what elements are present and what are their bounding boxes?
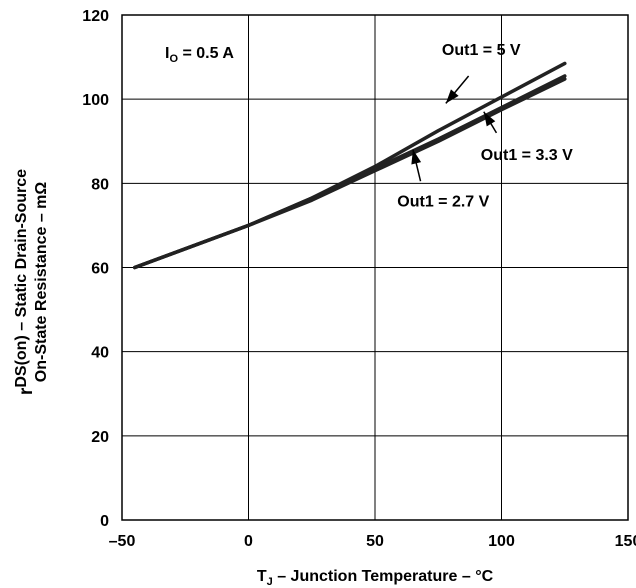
annotations: Out1 = 5 V Out1 = 3.3 V Out1 = 2.7 V: [397, 42, 573, 211]
y-axis-title: rDS(on) – Static Drain-Source On-State R…: [13, 169, 50, 395]
series-label-1: Out1 = 5 V: [442, 42, 521, 59]
y-tick-label: 40: [91, 345, 109, 362]
annotation-arrowhead-2: [483, 111, 496, 127]
annotation-arrowhead-1: [445, 89, 459, 104]
x-tick-label: 0: [244, 533, 253, 550]
series-label-3: Out1 = 2.7 V: [397, 193, 489, 210]
series-label-2: Out1 = 3.3 V: [481, 147, 573, 164]
y-tick-label: 0: [100, 513, 109, 530]
y-tick-labels: 0 20 40 60 80 100 120: [82, 8, 109, 530]
y-tick-label: 80: [91, 176, 109, 193]
series-line-2: [132, 74, 567, 270]
annotation-arrowhead-3: [411, 149, 422, 165]
y-tick-label: 60: [91, 261, 109, 278]
x-tick-label: 50: [366, 533, 384, 550]
svg-text:On-State Resistance – mΩ: On-State Resistance – mΩ: [33, 182, 50, 383]
x-axis-title: TJ – Junction Temperature – °C: [257, 568, 494, 588]
grid-lines: [122, 15, 628, 520]
y-tick-label: 100: [82, 92, 109, 109]
x-tick-label: 150: [615, 533, 636, 550]
series-line-1: [132, 61, 567, 270]
svg-text:rDS(on) – Static Drain-Source: rDS(on) – Static Drain-Source: [13, 169, 37, 395]
plot-frame: [121, 14, 629, 521]
y-tick-label: 120: [82, 8, 109, 25]
x-tick-label: 100: [488, 533, 515, 550]
series-line-3: [132, 77, 567, 270]
x-tick-labels: –50 0 50 100 150: [109, 533, 636, 550]
y-tick-label: 20: [91, 429, 109, 446]
series-lines: [132, 61, 567, 270]
x-tick-label: –50: [109, 533, 136, 550]
condition-label: IO = 0.5 A: [165, 45, 234, 65]
